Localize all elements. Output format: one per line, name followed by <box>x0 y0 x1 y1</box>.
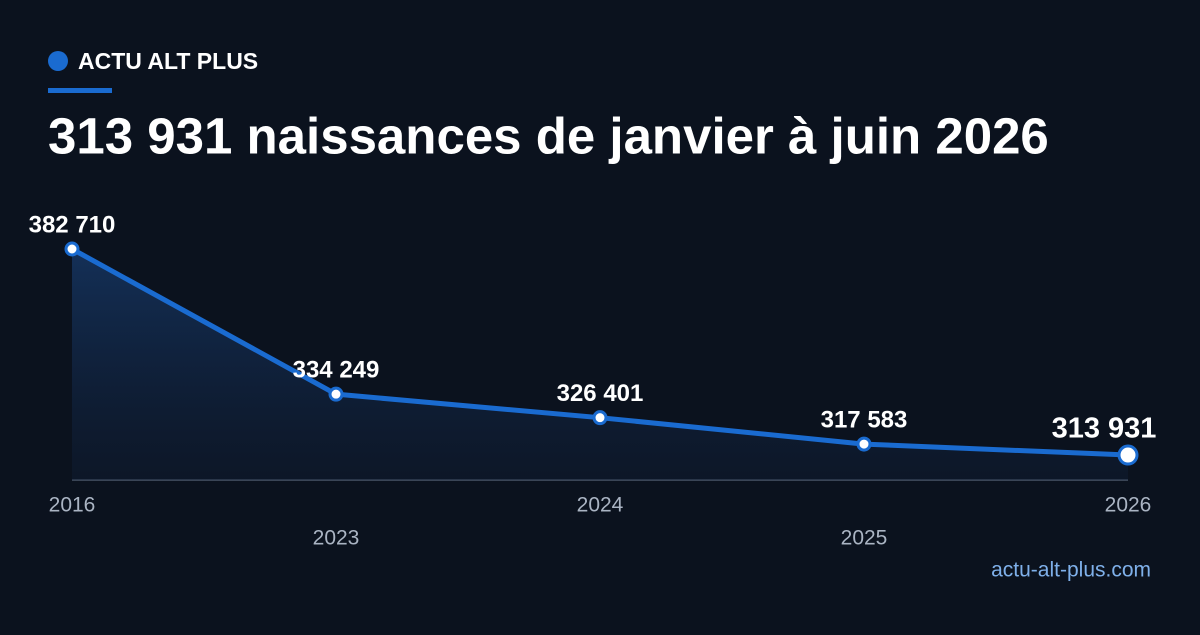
value-label: 326 401 <box>557 380 644 407</box>
point <box>64 241 80 257</box>
brand: ACTU ALT PLUS <box>78 48 258 74</box>
value-label: 313 931 <box>1052 413 1157 445</box>
point <box>856 436 872 452</box>
point <box>328 386 344 402</box>
x-tick-label: 2026 <box>1105 494 1152 517</box>
value-label: 382 710 <box>29 211 116 238</box>
x-tick-label: 2025 <box>841 527 888 550</box>
point <box>592 410 608 426</box>
value-label: 317 583 <box>821 406 908 433</box>
x-tick-label: 2016 <box>49 494 96 517</box>
value-label: 334 249 <box>293 357 380 384</box>
brand-underline <box>48 88 112 93</box>
highlight-point <box>1117 444 1139 466</box>
brand-dot <box>48 51 68 71</box>
plot: 382 710 2016 334 249 2023 326 401 2024 317 583… <box>29 211 1157 549</box>
x-tick-label: 2024 <box>577 494 624 517</box>
chart-title: 313 931 naissances de janvier à juin 202… <box>48 107 1049 164</box>
x-tick-label: 2023 <box>313 527 360 550</box>
area <box>72 249 1128 480</box>
footer: actu-alt-plus.com <box>991 559 1151 582</box>
